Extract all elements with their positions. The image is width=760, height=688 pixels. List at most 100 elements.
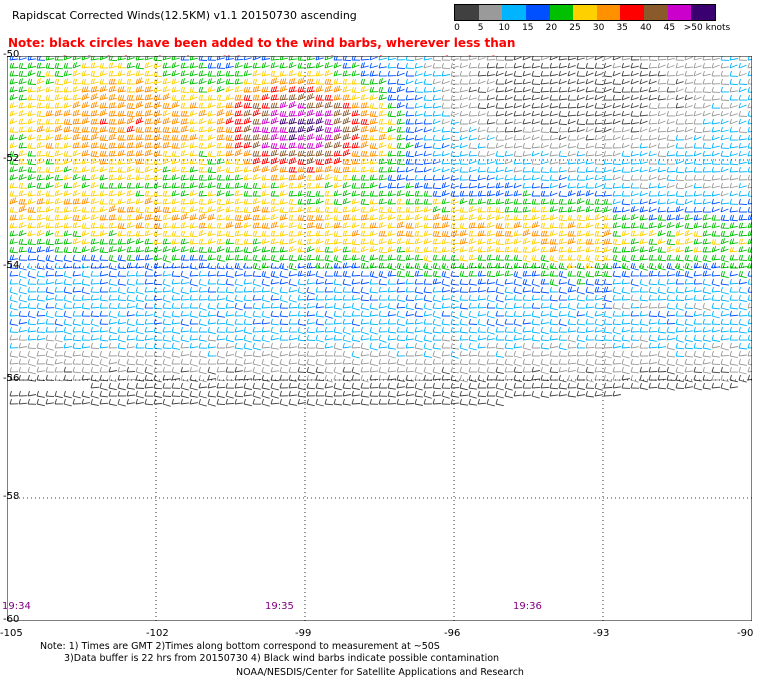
wind-barb xyxy=(666,214,675,221)
wind-barb xyxy=(486,118,495,125)
wind-barb xyxy=(477,134,486,141)
wind-barb xyxy=(531,182,540,189)
wind-barb xyxy=(504,86,513,93)
wind-barb xyxy=(162,102,172,109)
wind-barb xyxy=(549,286,559,293)
wind-barb xyxy=(423,182,432,189)
wind-barb xyxy=(315,254,325,261)
wind-barb xyxy=(684,86,694,93)
wind-barb xyxy=(342,270,351,278)
wind-barb xyxy=(567,342,577,349)
wind-barb xyxy=(702,166,712,173)
wind-barb xyxy=(198,109,207,117)
wind-barb xyxy=(396,110,405,117)
wind-barb xyxy=(648,86,657,93)
wind-barb xyxy=(216,270,226,277)
wind-barb xyxy=(567,374,576,383)
wind-barb xyxy=(612,294,622,301)
wind-barb xyxy=(63,342,72,349)
wind-barb xyxy=(9,318,18,326)
wind-barb xyxy=(720,56,730,61)
wind-barb xyxy=(234,326,243,333)
wind-barb xyxy=(504,190,513,197)
wind-barb xyxy=(18,318,27,325)
wind-barb xyxy=(522,150,531,157)
wind-barb xyxy=(441,78,450,85)
wind-barb xyxy=(324,222,333,229)
wind-barb xyxy=(657,206,667,213)
wind-barb xyxy=(99,326,108,333)
wind-barb xyxy=(630,302,640,309)
wind-barb xyxy=(252,78,262,86)
wind-barb xyxy=(603,302,613,309)
wind-barb xyxy=(18,142,28,149)
wind-barb xyxy=(63,246,73,254)
wind-barb xyxy=(486,102,495,109)
wind-barb xyxy=(252,310,261,318)
wind-barb xyxy=(639,126,648,133)
wind-barb xyxy=(198,230,207,237)
wind-barb xyxy=(36,118,45,125)
wind-barb xyxy=(639,174,649,181)
wind-barb xyxy=(297,70,307,77)
wind-barb xyxy=(630,190,639,197)
wind-barb xyxy=(594,126,603,133)
wind-barb xyxy=(126,142,135,149)
wind-barb xyxy=(171,294,181,301)
wind-barb xyxy=(63,310,72,319)
wind-barb xyxy=(351,78,361,85)
wind-barb xyxy=(531,110,540,117)
wind-barb xyxy=(342,374,351,382)
wind-barb xyxy=(693,342,703,350)
wind-barb xyxy=(315,278,324,285)
wind-barb xyxy=(117,101,126,109)
wind-barb xyxy=(666,190,675,197)
wind-barb xyxy=(351,278,360,285)
wind-barb xyxy=(252,70,261,77)
wind-barb xyxy=(540,302,550,309)
wind-barb xyxy=(396,94,405,101)
wind-barb xyxy=(171,358,181,365)
wind-barb xyxy=(171,382,181,389)
wind-barb xyxy=(189,102,199,109)
wind-barb xyxy=(639,110,649,117)
wind-barb xyxy=(684,262,693,271)
wind-barb xyxy=(639,222,649,229)
wind-barb xyxy=(153,254,162,261)
wind-barb xyxy=(117,182,127,189)
wind-barb xyxy=(378,102,388,110)
wind-barb xyxy=(243,213,252,221)
wind-barb xyxy=(747,310,752,317)
wind-barb xyxy=(531,294,540,301)
wind-barb xyxy=(153,133,162,141)
wind-barb xyxy=(63,56,72,61)
wind-barb xyxy=(108,342,118,349)
wind-barb xyxy=(72,174,81,181)
wind-barb xyxy=(414,198,424,205)
wind-barb xyxy=(684,62,693,69)
wind-barb xyxy=(81,126,91,133)
wind-barb xyxy=(306,133,315,141)
wind-barb xyxy=(360,374,369,383)
wind-barb xyxy=(405,78,414,85)
wind-barb xyxy=(468,350,478,357)
wind-barb xyxy=(378,118,388,125)
wind-barb xyxy=(702,126,711,133)
wind-barb xyxy=(639,230,648,237)
wind-barb xyxy=(702,382,711,390)
wind-barb xyxy=(576,318,586,326)
wind-barb xyxy=(360,62,369,69)
wind-barb xyxy=(54,142,63,149)
wind-barb xyxy=(198,334,207,342)
wind-barb xyxy=(540,150,549,157)
wind-barb xyxy=(432,246,442,253)
wind-barb xyxy=(621,262,630,270)
wind-barb xyxy=(558,390,567,397)
wind-barb xyxy=(243,302,252,309)
wind-barb xyxy=(567,254,577,261)
wind-barb xyxy=(693,326,702,333)
wind-barb xyxy=(621,126,630,133)
wind-barb xyxy=(549,174,559,181)
wind-barb xyxy=(99,198,109,205)
wind-barb xyxy=(702,110,711,117)
